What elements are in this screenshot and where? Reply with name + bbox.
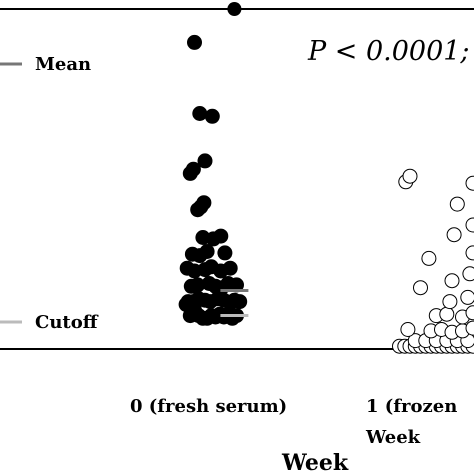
point-series-0-22 bbox=[232, 294, 248, 310]
point-series-1-32 bbox=[460, 289, 474, 305]
point-series-0-47 bbox=[185, 161, 201, 177]
legend-mean-label: Mean bbox=[35, 54, 91, 75]
point-series-1-42 bbox=[465, 175, 474, 191]
point-series-1-37 bbox=[465, 245, 474, 261]
point-series-1-28 bbox=[439, 306, 455, 322]
point-series-1-41 bbox=[449, 196, 465, 212]
p-value-annotation: P < 0.0001; bbox=[307, 36, 470, 67]
point-series-1-21 bbox=[400, 322, 416, 337]
x-tick-label-0: 0 (fresh serum) bbox=[130, 396, 287, 417]
point-series-1-26 bbox=[465, 320, 474, 336]
point-series-1-39 bbox=[465, 217, 474, 233]
data-points bbox=[178, 2, 474, 354]
x-axis-title: Week bbox=[281, 450, 349, 474]
legend-cutoff-label: Cutoff bbox=[35, 312, 99, 333]
point-series-1-35 bbox=[462, 266, 474, 282]
point-series-0-45 bbox=[196, 195, 212, 211]
point-series-0-51 bbox=[187, 34, 202, 50]
point-series-0-42 bbox=[213, 228, 229, 244]
point-series-0-38 bbox=[199, 244, 215, 259]
x-tick-sublabel-1: Week bbox=[365, 427, 421, 448]
point-series-1-34 bbox=[444, 273, 460, 289]
point-series-1-36 bbox=[421, 250, 437, 266]
point-series-1-43 bbox=[402, 168, 418, 184]
point-series-0-50 bbox=[204, 108, 220, 124]
point-series-0-49 bbox=[192, 106, 208, 121]
point-series-0-39 bbox=[217, 245, 233, 261]
point-series-1-30 bbox=[465, 305, 474, 321]
point-series-1-31 bbox=[442, 294, 458, 310]
x-tick-label-1: 1 (frozen bbox=[366, 396, 457, 417]
point-series-0-35 bbox=[222, 260, 238, 276]
point-series-1-38 bbox=[446, 227, 462, 243]
point-series-0-48 bbox=[197, 153, 213, 169]
summary-markers bbox=[220, 288, 249, 318]
point-series-1-33 bbox=[413, 280, 428, 296]
legend: Mean Cutoff bbox=[0, 54, 99, 333]
point-outlier bbox=[227, 2, 242, 16]
